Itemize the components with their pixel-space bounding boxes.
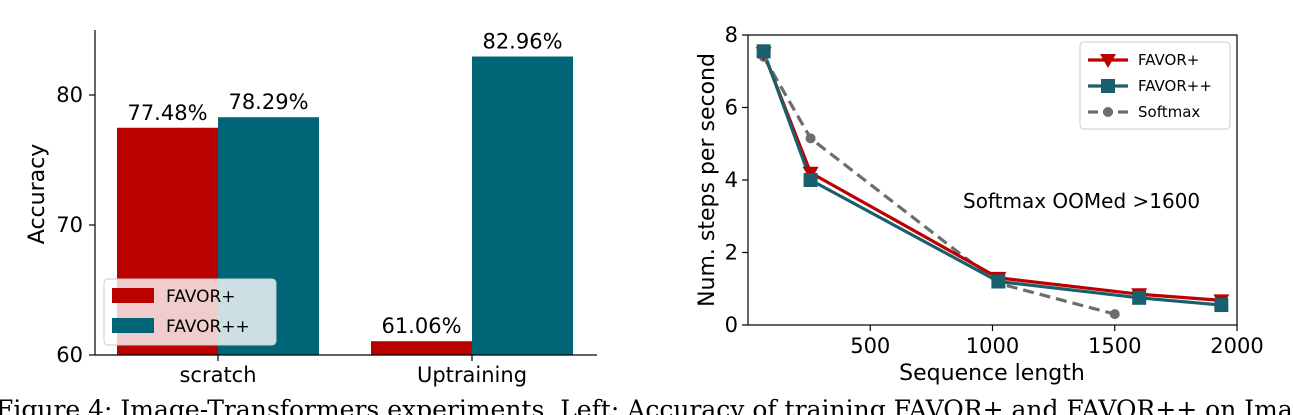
bar-value-label: 77.48% [127,101,207,125]
throughput-line-chart: 0 2 4 6 8 500 1000 1500 2000 Sequence length Nu… [695,23,1264,386]
left-legend: FAVOR+ FAVOR++ [103,278,277,346]
x-tick-label: 500 [850,334,890,358]
legend-swatch-favor-plusplus [112,318,154,333]
y-tick-label: 70 [56,213,83,237]
marker-softmax [1109,309,1120,320]
bar-value-label: 61.06% [381,314,461,338]
right-y-ticks: 0 2 4 6 8 [725,23,748,337]
x-tick-label: Uptraining [417,363,527,387]
x-tick-label: 2000 [1210,334,1263,358]
right-legend: FAVOR+ FAVOR++ Softmax [1079,41,1231,130]
y-tick-label: 80 [56,83,83,107]
legend-marker-softmax [1103,107,1113,117]
bar-favor-plus-uptraining [371,341,472,355]
marker-favor-plusplus [1132,290,1147,305]
line-softmax [762,55,1116,316]
x-tick-label: 1500 [1088,334,1141,358]
y-tick-label: 2 [725,241,738,265]
bar-favor-plusplus-uptraining [472,56,573,356]
bar-value-label: 82.96% [482,30,562,54]
marker-favor-plusplus [1214,298,1229,313]
marker-favor-plusplus [756,44,771,59]
oom-annotation: Softmax OOMed >1600 [963,189,1200,213]
right-x-ticks: 500 1000 1500 2000 [850,325,1264,358]
right-x-axis-label: Sequence length [899,361,1085,386]
right-y-axis-label: Num. steps per second [695,53,720,307]
y-tick-label: 0 [725,313,738,337]
left-y-axis-label: Accuracy [25,144,50,244]
x-tick-label: scratch [179,363,256,387]
marker-favor-plusplus [991,274,1006,289]
legend-marker-favor-plus [1100,54,1116,68]
right-legend-box [1079,41,1231,130]
y-tick-label: 4 [725,168,738,192]
left-y-ticks: 60 70 80 [56,83,95,367]
y-tick-label: 60 [56,343,83,367]
legend-label-favor-plusplus: FAVOR++ [166,317,250,337]
marker-softmax [805,133,816,144]
left-x-ticks: scratch Uptraining [179,355,527,387]
bar-value-label: 78.29% [228,90,308,114]
legend-label-softmax: Softmax [1138,103,1200,121]
y-tick-label: 8 [725,23,738,47]
legend-label-favor-plusplus: FAVOR++ [1138,77,1212,95]
accuracy-bar-chart: 77.48% 61.06% 78.29% 82.96% 60 70 80 scratch U… [25,30,597,387]
legend-label-favor-plus: FAVOR+ [166,287,236,307]
y-tick-label: 6 [725,96,738,120]
bar-data-labels: 77.48% 61.06% 78.29% 82.96% [127,30,562,339]
legend-marker-favor-plusplus [1101,79,1115,93]
series-markers [755,44,1230,320]
legend-label-favor-plus: FAVOR+ [1138,51,1199,69]
marker-favor-plusplus [803,173,818,187]
x-tick-label: 1000 [966,334,1019,358]
legend-swatch-favor-plus [112,288,154,303]
figure-caption: Figure 4: Image-Transformers experiments… [0,395,1293,415]
